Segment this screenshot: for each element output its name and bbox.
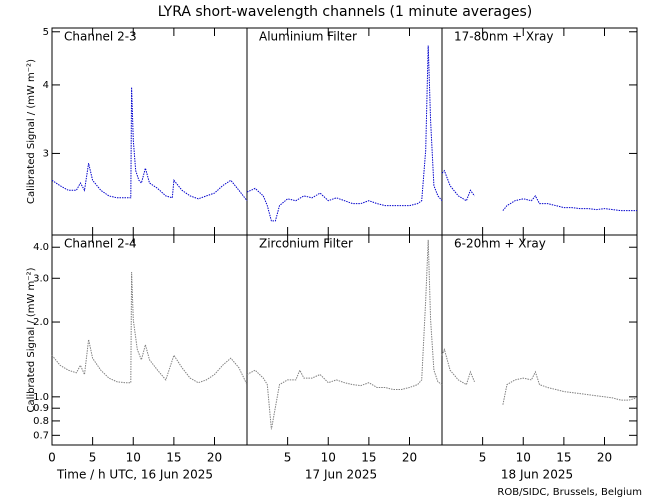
x-tick-label: 5	[284, 451, 292, 465]
series-label: 6-20nm + Xray	[454, 237, 546, 251]
series-label: Channel 2-3	[64, 30, 137, 44]
x-tick-label: 15	[556, 451, 571, 465]
x-tick-label: 20	[207, 451, 222, 465]
series-line	[246, 239, 443, 430]
date-label: 18 Jun 2025	[501, 468, 573, 482]
x-tick-label: 10	[126, 451, 141, 465]
x-tick-label: 15	[361, 451, 376, 465]
y-tick-label: 5	[43, 27, 49, 38]
x-tick-label: 20	[597, 451, 612, 465]
y-tick-label: 0.8	[33, 416, 49, 427]
y-tick-label: 3.0	[33, 273, 49, 284]
y-tick-label: 4	[43, 80, 49, 91]
x-tick-label: 5	[89, 451, 97, 465]
y-tick-label: 1.0	[33, 392, 49, 403]
x-axis-label: Time / h UTC, 16 Jun 2025	[56, 468, 213, 482]
plot-frame	[51, 27, 638, 236]
x-tick-label: 0	[48, 451, 56, 465]
series-line	[51, 271, 248, 385]
y-axis-label: Calibrated Signal / (mW m⁻²)	[26, 267, 37, 412]
x-tick-label: 10	[516, 451, 531, 465]
series-line	[441, 169, 637, 212]
y-tick-label: 0.7	[33, 430, 49, 441]
y-tick-label: 0.9	[33, 403, 49, 414]
series-label: Zirconium Filter	[259, 237, 353, 251]
x-tick-label: 5	[479, 451, 487, 465]
date-label: 17 Jun 2025	[305, 468, 377, 482]
series-line	[246, 45, 443, 222]
series-line	[51, 87, 248, 202]
x-tick-label: 15	[166, 451, 181, 465]
y-axis-label: Calibrated Signal / (mW m⁻²)	[26, 59, 37, 204]
y-tick-label: 4.0	[33, 242, 49, 253]
plot-frame	[51, 234, 638, 446]
x-tick-label: 10	[321, 451, 336, 465]
series-label: Channel 2-4	[64, 237, 137, 251]
chart-title: LYRA short-wavelength channels (1 minute…	[158, 4, 533, 20]
series-label: 17-80nm + Xray	[454, 30, 553, 44]
x-tick-label: 20	[402, 451, 417, 465]
series-line	[441, 347, 638, 405]
y-tick-label: 2.0	[33, 317, 49, 328]
y-tick-label: 3	[43, 148, 49, 159]
series-label: Aluminium Filter	[259, 30, 357, 44]
footer: ROB/SIDC, Brussels, Belgium	[497, 487, 642, 498]
